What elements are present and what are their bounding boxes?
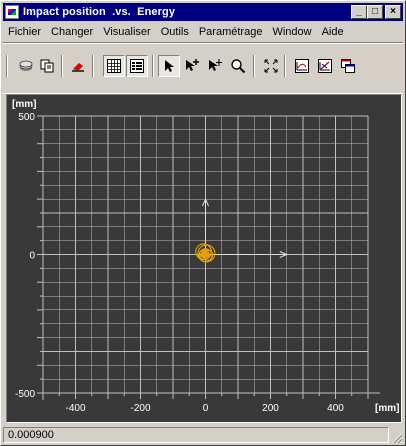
pointer-plus-icon[interactable] (181, 55, 203, 77)
arrow-pointer-icon[interactable] (158, 55, 180, 77)
menu-visualiser[interactable]: Visualiser (98, 26, 156, 38)
toolbar (3, 42, 403, 94)
size-grip-icon[interactable] (390, 431, 403, 444)
toolbar-separator (61, 55, 63, 77)
y-tick-label: 500 (18, 112, 35, 123)
pointer-move-icon[interactable] (204, 55, 226, 77)
toolbar-separator (284, 55, 286, 77)
impact-point-center (202, 251, 208, 257)
app-icon[interactable] (5, 5, 19, 19)
x-tick-label: 400 (327, 403, 344, 414)
status-bar: 0.000900 (3, 427, 403, 444)
status-value: 0.000900 (3, 427, 389, 443)
y-tick-label: 0 (29, 251, 35, 262)
chart-icon[interactable] (291, 55, 313, 77)
minimize-button[interactable]: _ (351, 5, 367, 19)
toolbar-separator (152, 55, 154, 77)
grid-icon[interactable] (103, 55, 125, 77)
menu-aide[interactable]: Aide (317, 26, 349, 38)
menu-outils[interactable]: Outils (156, 26, 194, 38)
x-tick-label: -200 (130, 403, 150, 414)
x-tick-label: 0 (203, 403, 209, 414)
maximize-button[interactable]: □ (367, 5, 383, 19)
window-stack-icon[interactable] (337, 55, 359, 77)
window-title: Impact position .vs. Energy (23, 6, 351, 18)
y-axis-label: [mm] (12, 99, 36, 110)
copy-icon[interactable] (36, 55, 58, 77)
toolbar-separator (92, 55, 94, 77)
x-tick-label: -400 (65, 403, 85, 414)
close-button[interactable]: × (385, 5, 401, 19)
plot-area[interactable]: -400 -200 0 200 400 500 0 -500 [mm] [mm] (6, 94, 402, 423)
menu-bar: Fichier Changer Visualiser Outils Paramé… (3, 23, 403, 41)
list-icon[interactable] (126, 55, 148, 77)
menu-fichier[interactable]: Fichier (3, 26, 46, 38)
chart-edit-icon[interactable] (314, 55, 336, 77)
eraser-icon[interactable] (67, 55, 89, 77)
menu-changer[interactable]: Changer (46, 26, 98, 38)
x-tick-label: 200 (262, 403, 279, 414)
impact-position-chart[interactable]: -400 -200 0 200 400 500 0 -500 [mm] [mm] (7, 95, 401, 422)
menu-window[interactable]: Window (267, 26, 316, 38)
title-bar[interactable]: Impact position .vs. Energy _ □ × (3, 3, 403, 21)
disk-icon[interactable] (15, 55, 37, 77)
toolbar-grip[interactable] (6, 55, 8, 77)
toolbar-separator (253, 55, 255, 77)
x-axis-label: [mm] (375, 403, 399, 414)
y-tick-label: -500 (15, 389, 35, 400)
menu-parametrage[interactable]: Paramétrage (194, 26, 268, 38)
fit-icon[interactable] (260, 55, 282, 77)
zoom-icon[interactable] (227, 55, 249, 77)
